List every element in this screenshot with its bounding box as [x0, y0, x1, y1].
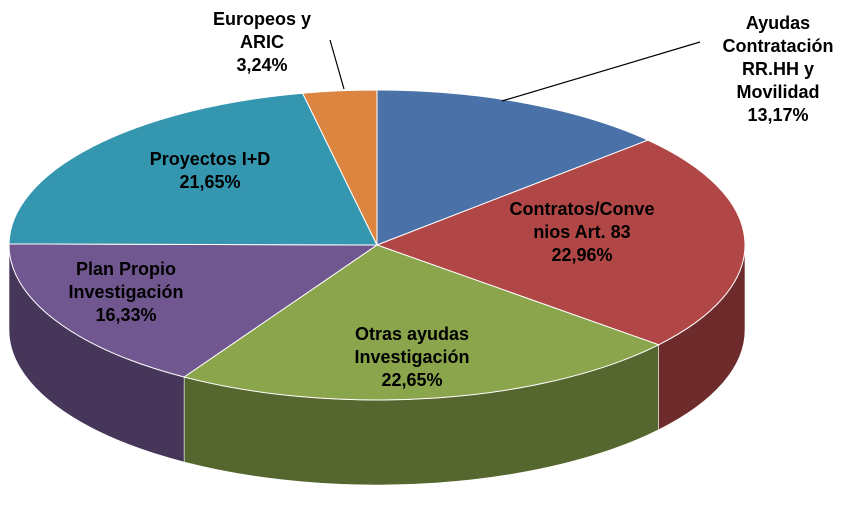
- leader-line: [329, 39, 345, 90]
- slice-label: Plan Propio Investigación 16,33%: [56, 258, 196, 327]
- leader-line: [501, 41, 701, 102]
- category-label: Contratos/Convenios Art. 83: [509, 199, 655, 242]
- slice: [8, 243, 379, 378]
- slice-label: Proyectos I+D 21,65%: [135, 148, 285, 194]
- value-label: 22,96%: [551, 245, 613, 265]
- value-label: 16,33%: [95, 305, 157, 325]
- value-label: 21,65%: [179, 172, 241, 192]
- slice-label: Ayudas Contratación RR.HH y Movilidad 13,…: [711, 12, 846, 127]
- category-label: Plan Propio Investigación: [68, 259, 184, 302]
- slice-label: Otras ayudas Investigación 22,65%: [330, 323, 495, 392]
- value-label: 13,17%: [747, 105, 809, 125]
- slice: [376, 89, 650, 246]
- slice: [182, 244, 660, 401]
- category-label: Ayudas Contratación RR.HH y Movilidad: [722, 13, 834, 102]
- value-label: 3,24%: [236, 55, 288, 75]
- slice-label: Europeos y ARIC 3,24%: [207, 8, 317, 77]
- category-label: Proyectos I+D: [149, 149, 271, 169]
- slice: [301, 89, 378, 246]
- slice-label: Contratos/Convenios Art. 83 22,96%: [505, 198, 660, 267]
- category-label: Europeos y ARIC: [212, 9, 312, 52]
- slice: [375, 139, 746, 346]
- value-label: 22,65%: [381, 370, 443, 390]
- slice: [8, 92, 378, 246]
- category-label: Otras ayudas Investigación: [354, 324, 470, 367]
